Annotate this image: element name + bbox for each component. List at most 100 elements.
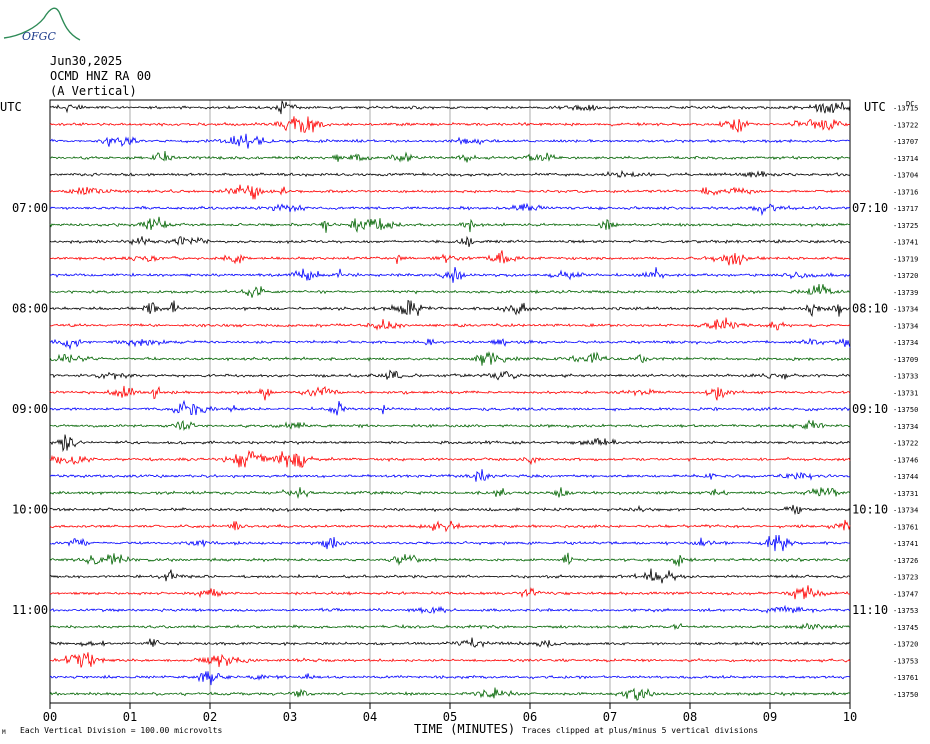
trace-offset-label: -13719	[893, 255, 918, 263]
trace-line-17	[49, 369, 851, 381]
trace-line-18	[49, 385, 851, 401]
trace-offset-label: -13734	[893, 306, 918, 314]
trace-line-20	[49, 419, 851, 431]
trace-offset-label: -13720	[893, 641, 918, 649]
trace-offset-label: -13741	[893, 540, 918, 548]
trace-offset-label: -13707	[893, 138, 918, 146]
trace-offset-label: -13726	[893, 557, 918, 565]
right-hour-label: 08:10	[852, 302, 888, 316]
left-hour-label: 10:00	[12, 503, 48, 517]
trace-line-10	[49, 250, 851, 266]
trace-offset-labels: -13715 -13722 -13707 -13714 -13704 -13716 -137…	[893, 105, 918, 699]
left-hour-label: 07:00	[12, 201, 48, 215]
trace-line-6	[49, 184, 851, 200]
x-tick-label: 10	[843, 710, 857, 724]
trace-line-33	[49, 637, 851, 649]
x-tick-label: 06	[523, 710, 537, 724]
trace-offset-label: -13734	[893, 423, 918, 431]
trace-line-29	[49, 568, 851, 584]
bottom-corner-mark: M	[2, 729, 6, 736]
left-hour-label: 09:00	[12, 402, 48, 416]
trace-line-4	[49, 150, 851, 163]
x-tick-label: 05	[443, 710, 457, 724]
trace-offset-label: -13717	[893, 205, 918, 213]
x-tick-label: 04	[363, 710, 377, 724]
trace-offset-label: -13725	[893, 222, 918, 230]
trace-line-14	[49, 317, 851, 331]
trace-line-25	[49, 504, 851, 516]
trace-line-12	[49, 283, 851, 298]
trace-offset-label: -13709	[893, 356, 918, 364]
trace-line-35	[49, 671, 851, 686]
trace-line-2	[49, 116, 851, 133]
trace-offset-label: -13745	[893, 624, 918, 632]
trace-line-15	[49, 337, 851, 351]
scale-note: Each Vertical Division = 100.00 microvol…	[20, 726, 222, 735]
trace-line-16	[49, 351, 851, 366]
trace-line-32	[49, 622, 851, 631]
station-code: OCMD HNZ RA 00	[50, 69, 152, 83]
top-corner-mark: DC	[906, 100, 914, 108]
ofgc-logo: OFGC	[3, 7, 81, 43]
trace-line-36	[49, 687, 851, 701]
trace-offset-label: -13734	[893, 322, 918, 330]
trace-offset-label: -13734	[893, 339, 918, 347]
x-tick-label: 08	[683, 710, 697, 724]
trace-offset-label: -13722	[893, 440, 918, 448]
right-hour-label: 11:10	[852, 603, 888, 617]
component-label: (A Vertical)	[50, 84, 137, 98]
x-tick-label: 07	[603, 710, 617, 724]
trace-offset-label: -13753	[893, 607, 918, 615]
x-tick-label: 09	[763, 710, 777, 724]
right-timezone-label: UTC	[864, 100, 886, 114]
logo-text: OFGC	[22, 30, 56, 43]
trace-line-1	[49, 100, 851, 115]
trace-offset-label: -13750	[893, 406, 918, 414]
trace-offset-label: -13731	[893, 490, 918, 498]
trace-offset-label: -13744	[893, 473, 918, 481]
x-tick-label: 02	[203, 710, 217, 724]
left-timezone-label: UTC	[0, 100, 22, 114]
trace-offset-label: -13714	[893, 155, 918, 163]
trace-line-23	[49, 469, 851, 482]
trace-offset-label: -13704	[893, 172, 918, 180]
trace-offset-label: -13747	[893, 590, 918, 598]
trace-line-11	[49, 266, 851, 283]
trace-offset-label: -13715	[893, 105, 918, 113]
trace-line-13	[49, 299, 851, 317]
trace-line-5	[49, 169, 851, 179]
trace-offset-label: -13716	[893, 188, 918, 196]
trace-offset-label: -13761	[893, 523, 918, 531]
left-time-labels: 07:00 08:00 09:00 10:00 11:00	[12, 201, 48, 617]
trace-line-22	[49, 449, 851, 469]
trace-line-28	[49, 552, 851, 567]
clip-note: Traces clipped at plus/minus 5 vertical …	[522, 726, 758, 735]
x-axis-label: TIME (MINUTES)	[414, 722, 515, 736]
trace-line-8	[49, 216, 851, 234]
trace-offset-label: -13733	[893, 373, 918, 381]
x-tick-label: 03	[283, 710, 297, 724]
x-tick-label: 01	[123, 710, 137, 724]
trace-offset-label: -13741	[893, 239, 918, 247]
trace-line-21	[49, 434, 851, 453]
trace-offset-label: -13753	[893, 657, 918, 665]
record-date: Jun30,2025	[50, 54, 123, 68]
trace-offset-label: -13746	[893, 456, 918, 464]
trace-line-27	[49, 534, 851, 552]
right-hour-label: 09:10	[852, 402, 888, 416]
trace-offset-label: -13722	[893, 121, 918, 129]
x-axis-ticks: 00 01 02 03 04 05 06 07 08 09 10	[43, 703, 857, 724]
trace-line-19	[49, 399, 851, 416]
x-tick-label: 00	[43, 710, 57, 724]
right-hour-label: 07:10	[852, 201, 888, 215]
trace-offset-label: -13723	[893, 574, 918, 582]
trace-line-34	[49, 652, 851, 668]
trace-line-9	[49, 235, 851, 248]
right-time-labels: 07:10 08:10 09:10 10:10 11:10	[852, 201, 888, 617]
left-hour-label: 08:00	[12, 302, 48, 316]
trace-line-3	[49, 133, 851, 149]
trace-line-7	[49, 202, 851, 217]
left-hour-label: 11:00	[12, 603, 48, 617]
